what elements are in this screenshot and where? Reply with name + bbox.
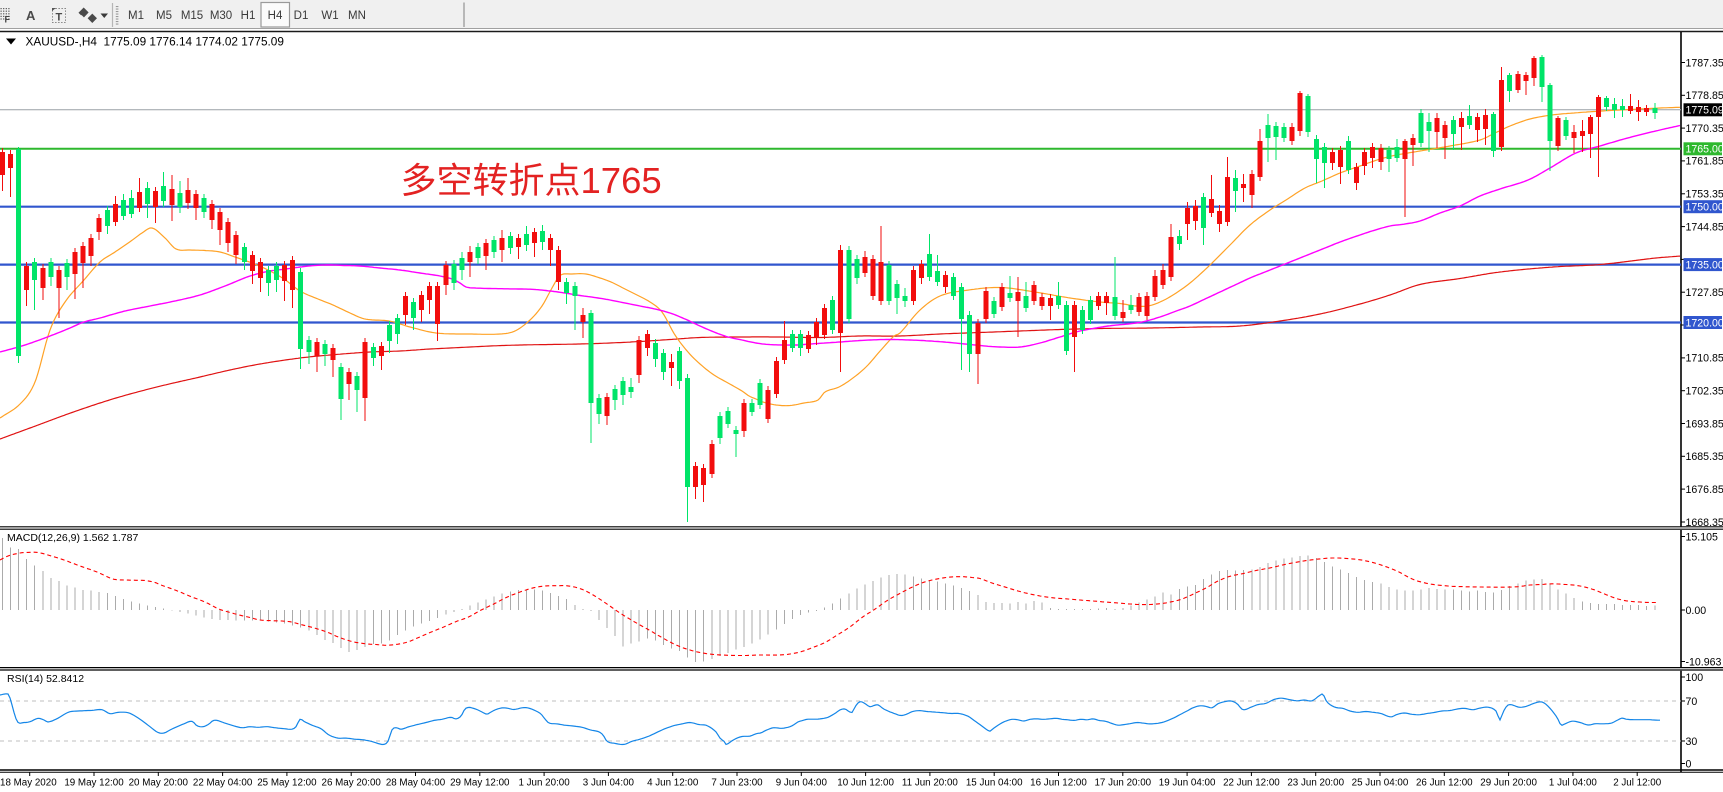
svg-text:70: 70: [1686, 696, 1698, 708]
svg-text:3 Jun 04:00: 3 Jun 04:00: [583, 778, 635, 789]
svg-text:T: T: [56, 12, 63, 24]
svg-text:1693.85: 1693.85: [1686, 418, 1723, 430]
svg-text:1676.85: 1676.85: [1686, 484, 1723, 496]
svg-text:M30: M30: [210, 10, 232, 22]
svg-text:19 May 12:00: 19 May 12:00: [64, 778, 124, 789]
svg-text:1685.35: 1685.35: [1686, 451, 1723, 463]
svg-text:H1: H1: [241, 10, 256, 22]
svg-text:22 Jun 12:00: 22 Jun 12:00: [1223, 778, 1280, 789]
svg-text:25 May 12:00: 25 May 12:00: [257, 778, 317, 789]
svg-text:26 May 20:00: 26 May 20:00: [322, 778, 382, 789]
svg-text:RSI(14) 52.8412: RSI(14) 52.8412: [7, 673, 84, 685]
svg-text:26 Jun 12:00: 26 Jun 12:00: [1416, 778, 1473, 789]
svg-text:XAUUSD-,H4 1775.09 1776.14 17: XAUUSD-,H4 1775.09 1776.14 1774.02 1775.…: [26, 35, 284, 49]
svg-text:1668.35: 1668.35: [1686, 517, 1723, 529]
svg-text:1765: 1765: [581, 160, 662, 201]
svg-text:H4: H4: [268, 10, 283, 22]
svg-text:1761.85: 1761.85: [1686, 156, 1723, 168]
svg-text:1765.00: 1765.00: [1686, 144, 1723, 156]
svg-text:D1: D1: [294, 10, 309, 22]
svg-text:1744.85: 1744.85: [1686, 221, 1723, 233]
svg-text:1727.85: 1727.85: [1686, 287, 1723, 299]
svg-text:1 Jul 04:00: 1 Jul 04:00: [1549, 778, 1597, 789]
svg-text:16 Jun 12:00: 16 Jun 12:00: [1030, 778, 1087, 789]
svg-text:MN: MN: [348, 10, 366, 22]
svg-text:1710.85: 1710.85: [1686, 353, 1723, 365]
svg-text:1702.35: 1702.35: [1686, 386, 1723, 398]
svg-text:0.00: 0.00: [1686, 605, 1707, 617]
svg-text:M1: M1: [128, 10, 144, 22]
svg-text:W1: W1: [321, 10, 338, 22]
svg-text:M5: M5: [156, 10, 172, 22]
svg-text:-10.963: -10.963: [1686, 656, 1722, 668]
svg-text:100: 100: [1686, 672, 1704, 684]
svg-text:10 Jun 12:00: 10 Jun 12:00: [837, 778, 894, 789]
svg-text:17 Jun 20:00: 17 Jun 20:00: [1094, 778, 1151, 789]
svg-text:1 Jun 20:00: 1 Jun 20:00: [518, 778, 570, 789]
svg-text:11 Jun 20:00: 11 Jun 20:00: [902, 778, 958, 789]
svg-text:18 May 2020: 18 May 2020: [0, 778, 57, 789]
svg-text:1770.35: 1770.35: [1686, 123, 1723, 135]
svg-text:2 Jul 12:00: 2 Jul 12:00: [1613, 778, 1661, 789]
svg-text:1750.00: 1750.00: [1686, 202, 1723, 214]
svg-text:28 May 04:00: 28 May 04:00: [386, 778, 446, 789]
svg-text:MACD(12,26,9) 1.562 1.787: MACD(12,26,9) 1.562 1.787: [7, 532, 138, 544]
svg-text:15 Jun 04:00: 15 Jun 04:00: [966, 778, 1023, 789]
svg-text:1735.00: 1735.00: [1686, 259, 1723, 271]
svg-text:F: F: [5, 15, 11, 25]
svg-text:22 May 04:00: 22 May 04:00: [193, 778, 253, 789]
svg-text:A: A: [26, 8, 36, 23]
svg-text:25 Jun 04:00: 25 Jun 04:00: [1352, 778, 1409, 789]
svg-text:15.105: 15.105: [1686, 531, 1719, 543]
svg-text:M15: M15: [181, 10, 203, 22]
svg-text:23 Jun 20:00: 23 Jun 20:00: [1287, 778, 1344, 789]
svg-text:1720.00: 1720.00: [1686, 317, 1723, 329]
svg-text:7 Jun 23:00: 7 Jun 23:00: [711, 778, 763, 789]
svg-text:29 Jun 20:00: 29 Jun 20:00: [1480, 778, 1537, 789]
svg-text:30: 30: [1686, 736, 1698, 748]
svg-text:4 Jun 12:00: 4 Jun 12:00: [647, 778, 699, 789]
svg-text:1787.35: 1787.35: [1686, 57, 1723, 69]
svg-text:20 May 20:00: 20 May 20:00: [129, 778, 189, 789]
svg-text:29 May 12:00: 29 May 12:00: [450, 778, 510, 789]
svg-text:1775.09: 1775.09: [1686, 105, 1723, 117]
svg-text:0: 0: [1686, 758, 1692, 770]
svg-text:1753.35: 1753.35: [1686, 189, 1723, 201]
svg-text:1778.85: 1778.85: [1686, 90, 1723, 102]
svg-text:19 Jun 04:00: 19 Jun 04:00: [1159, 778, 1216, 789]
svg-text:9 Jun 04:00: 9 Jun 04:00: [776, 778, 828, 789]
